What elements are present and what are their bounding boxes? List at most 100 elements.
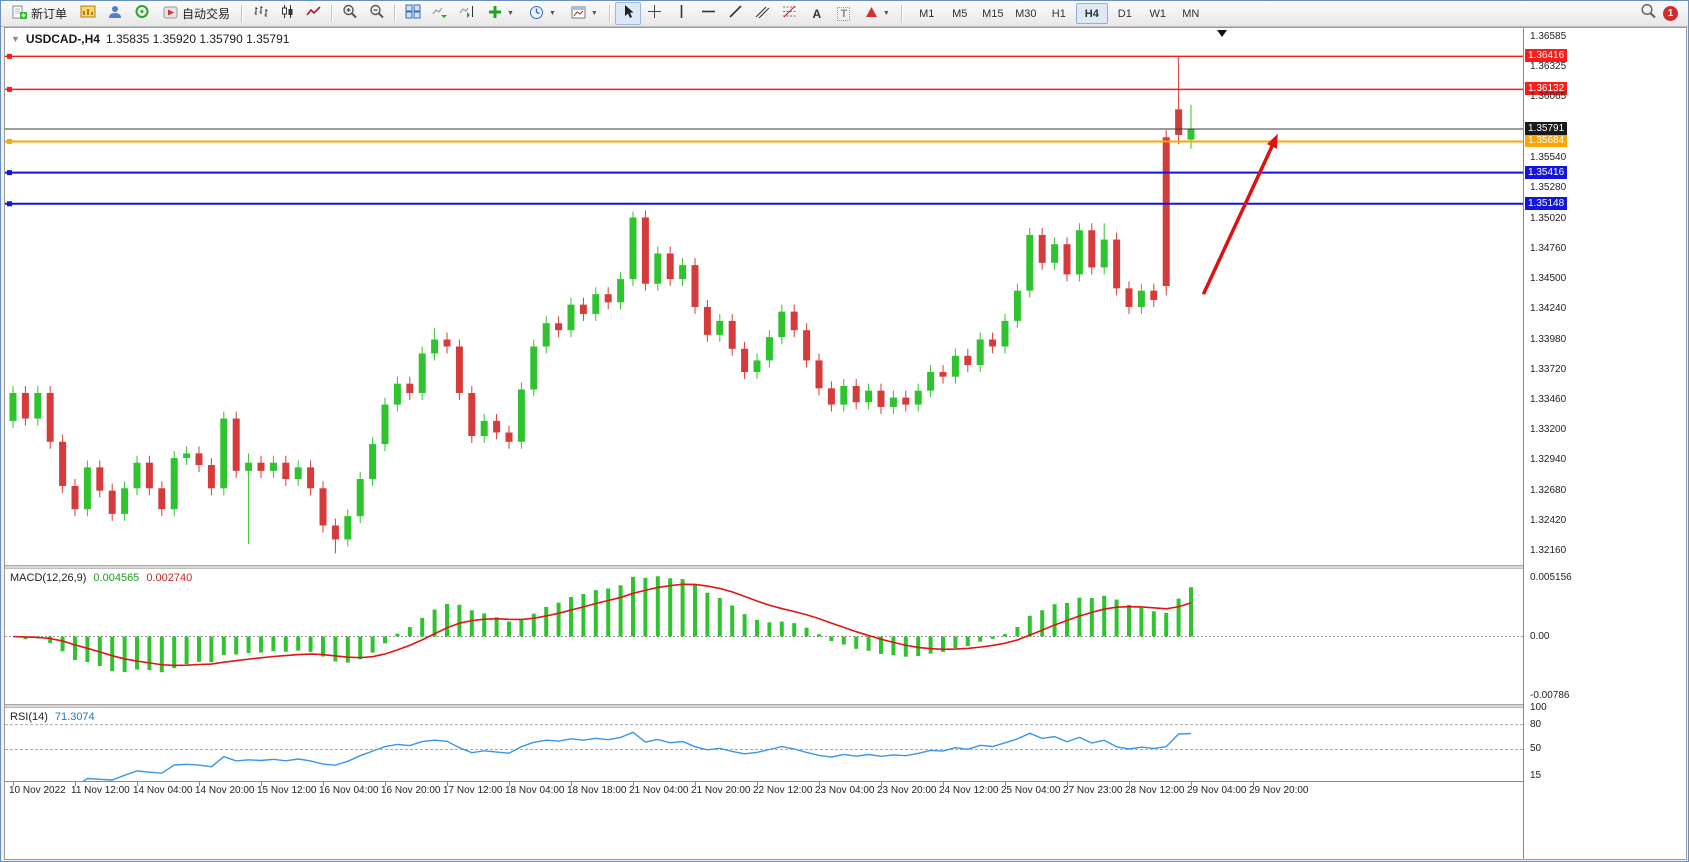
candle-body — [393, 383, 401, 405]
time-tick — [633, 782, 634, 786]
one-click-trading-arrow-icon[interactable]: ▼ — [11, 34, 20, 44]
pane-resize-handle[interactable] — [5, 704, 1686, 708]
macd-panel[interactable] — [5, 569, 1523, 704]
macd-axis-label: 0.005156 — [1530, 572, 1572, 583]
chevron-down-icon: ▼ — [882, 10, 890, 17]
candle-body — [592, 294, 600, 314]
horizontal-line-tool-button[interactable] — [696, 2, 722, 25]
candle-body — [728, 320, 736, 349]
tile-windows-button[interactable] — [400, 2, 426, 25]
bar-chart-button[interactable] — [247, 2, 273, 25]
line-chart-button[interactable] — [301, 2, 327, 25]
search-icon[interactable] — [1640, 3, 1657, 24]
time-tick — [447, 782, 448, 786]
chart-shift-button[interactable] — [454, 2, 480, 25]
timeframe-button-m5[interactable]: M5 — [952, 7, 968, 20]
candle-body — [71, 485, 79, 510]
timeframe-button-d1[interactable]: D1 — [1117, 7, 1132, 20]
templates-button[interactable]: ▼ — [564, 2, 605, 25]
time-axis-label: 27 Nov 23:00 — [1063, 785, 1123, 796]
rsi-panel[interactable] — [5, 708, 1523, 781]
time-tick — [1005, 782, 1006, 786]
time-tick — [199, 782, 200, 786]
trendline-icon — [728, 4, 743, 24]
zoom-in-button[interactable] — [337, 2, 363, 25]
time-axis[interactable]: 10 Nov 2022 11 Nov 12:00 14 Nov 04:00 14 No… — [5, 781, 1686, 859]
candlestick-button[interactable] — [274, 2, 300, 25]
profiles-button[interactable] — [102, 2, 128, 25]
price-line-badge: 1.35416 — [1525, 165, 1568, 179]
crosshair-icon — [647, 4, 662, 24]
timeframe-button-m30[interactable]: M30 — [1015, 7, 1037, 20]
timeframe-button-h1[interactable]: H1 — [1051, 7, 1066, 20]
timeframe-button-m1[interactable]: M1 — [919, 7, 935, 20]
time-axis-label: 14 Nov 20:00 — [195, 785, 255, 796]
timeframe-button-m15[interactable]: M15 — [982, 7, 1004, 20]
zoom-out-button[interactable] — [364, 2, 390, 25]
market-watch-button[interactable] — [129, 2, 155, 25]
price-tick-label: 1.33720 — [1530, 363, 1567, 375]
price-tick-label: 1.34240 — [1530, 303, 1567, 315]
candle-body — [703, 306, 711, 335]
time-tick — [943, 782, 944, 786]
timeframe-button-w1[interactable]: W1 — [1149, 7, 1167, 20]
candle-body — [617, 279, 625, 303]
candle-body — [840, 386, 848, 405]
timeframe-button-h4[interactable]: H4 — [1075, 3, 1108, 24]
crosshair-tool-button[interactable] — [642, 2, 668, 25]
time-axis-label: 14 Nov 04:00 — [133, 785, 193, 796]
candle-body — [1113, 239, 1121, 289]
candle-body — [1051, 244, 1059, 263]
macd-axis-label: -0.00786 — [1530, 690, 1570, 701]
pane-resize-handle[interactable] — [5, 565, 1686, 569]
charts-button[interactable] — [75, 2, 101, 25]
time-axis-label: 17 Nov 12:00 — [443, 785, 503, 796]
auto-scroll-button[interactable] — [427, 2, 453, 25]
time-axis-label: 28 Nov 12:00 — [1125, 785, 1185, 796]
vertical-line-tool-button[interactable] — [669, 2, 695, 25]
macd-title: MACD(12,26,9) — [10, 572, 87, 584]
candle-body — [220, 418, 228, 489]
new-order-button[interactable]: 新订单 — [5, 2, 74, 25]
indicators-button[interactable]: ▼ — [481, 2, 521, 25]
ohlc-values: 1.35835 1.35920 1.35790 1.35791 — [105, 32, 290, 46]
cursor-tool-button[interactable] — [614, 2, 641, 25]
time-tick — [261, 782, 262, 786]
time-tick — [13, 782, 14, 786]
candle-body — [827, 388, 835, 405]
price-chart[interactable] — [5, 28, 1523, 565]
candle-body — [96, 467, 104, 491]
candle-body — [753, 360, 761, 373]
notification-badge[interactable]: 1 — [1663, 6, 1678, 21]
price-tick-label: 1.32420 — [1530, 514, 1567, 526]
price-tick-label: 1.36325 — [1530, 60, 1567, 72]
price-tick-label: 1.34760 — [1530, 242, 1567, 254]
timeframe-button-mn[interactable]: MN — [1182, 7, 1200, 20]
candle-body — [455, 346, 463, 393]
time-axis-label: 29 Nov 20:00 — [1249, 785, 1309, 796]
template-icon — [571, 5, 586, 23]
price-tick-label: 1.36065 — [1530, 91, 1567, 103]
candle-body — [269, 462, 277, 471]
periods-button[interactable]: ▼ — [522, 2, 563, 25]
text-label-tool-button[interactable]: T — [831, 2, 857, 25]
new-order-label: 新订单 — [31, 7, 68, 21]
candle-body — [232, 418, 240, 471]
vertical-line-icon — [674, 4, 689, 24]
trendline-tool-button[interactable] — [723, 2, 749, 25]
text-tool-button[interactable]: A — [804, 2, 830, 25]
candle-body — [877, 390, 885, 407]
autotrading-button[interactable]: 自动交易 — [156, 2, 237, 25]
bar-chart-icon — [253, 4, 268, 24]
time-tick — [819, 782, 820, 786]
channel-tool-button[interactable] — [750, 2, 776, 25]
price-axis[interactable]: 1.36416 1.36132 1.35684 1.35416 1.35148 1.357… — [1523, 28, 1686, 859]
macd-axis-label: 0.00 — [1530, 630, 1550, 642]
symbol-period-label: USDCAD-,H4 — [25, 32, 100, 46]
fibonacci-tool-button[interactable] — [777, 2, 803, 25]
time-axis-label: 24 Nov 12:00 — [939, 785, 999, 796]
macd-signal-line — [12, 583, 1192, 667]
arrows-tool-button[interactable]: ▼ — [858, 2, 897, 25]
time-axis-label: 22 Nov 12:00 — [753, 785, 813, 796]
candle-body — [530, 346, 538, 390]
